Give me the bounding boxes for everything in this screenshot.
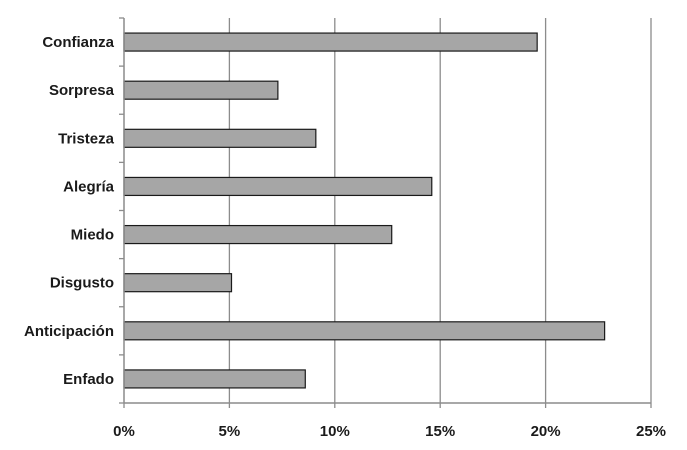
category-label-5: Disgusto: [50, 275, 114, 292]
bar-2: [123, 128, 317, 148]
bar-4: [123, 224, 393, 245]
category-label-4: Miedo: [71, 227, 114, 244]
x-tick-label-3: 15%: [425, 423, 455, 440]
category-label-3: Alegría: [63, 178, 115, 195]
bar-3: [123, 176, 433, 197]
bar-1: [123, 80, 279, 100]
x-tick-label-0: 0%: [113, 423, 135, 440]
bar-0: [123, 32, 538, 52]
gridlines: [228, 18, 652, 403]
axes: [119, 17, 652, 408]
category-label-0: Confianza: [42, 34, 114, 51]
category-label-7: Enfado: [63, 371, 114, 388]
category-label-1: Sorpresa: [49, 82, 115, 99]
x-tick-label-4: 20%: [531, 423, 561, 440]
x-tick-labels: 0% 5% 10% 15% 20% 25%: [113, 423, 666, 440]
category-label-2: Tristeza: [58, 130, 115, 147]
bar-5: [123, 273, 233, 293]
bars: [123, 32, 606, 389]
category-labels: Confianza Sorpresa Tristeza Alegría Miedo Dis…: [24, 34, 115, 388]
bar-6: [123, 321, 606, 341]
x-tick-label-5: 25%: [636, 423, 666, 440]
category-label-6: Anticipación: [24, 323, 114, 340]
bar-7: [123, 369, 306, 389]
x-tick-label-2: 10%: [320, 423, 350, 440]
x-tick-label-1: 5%: [219, 423, 241, 440]
